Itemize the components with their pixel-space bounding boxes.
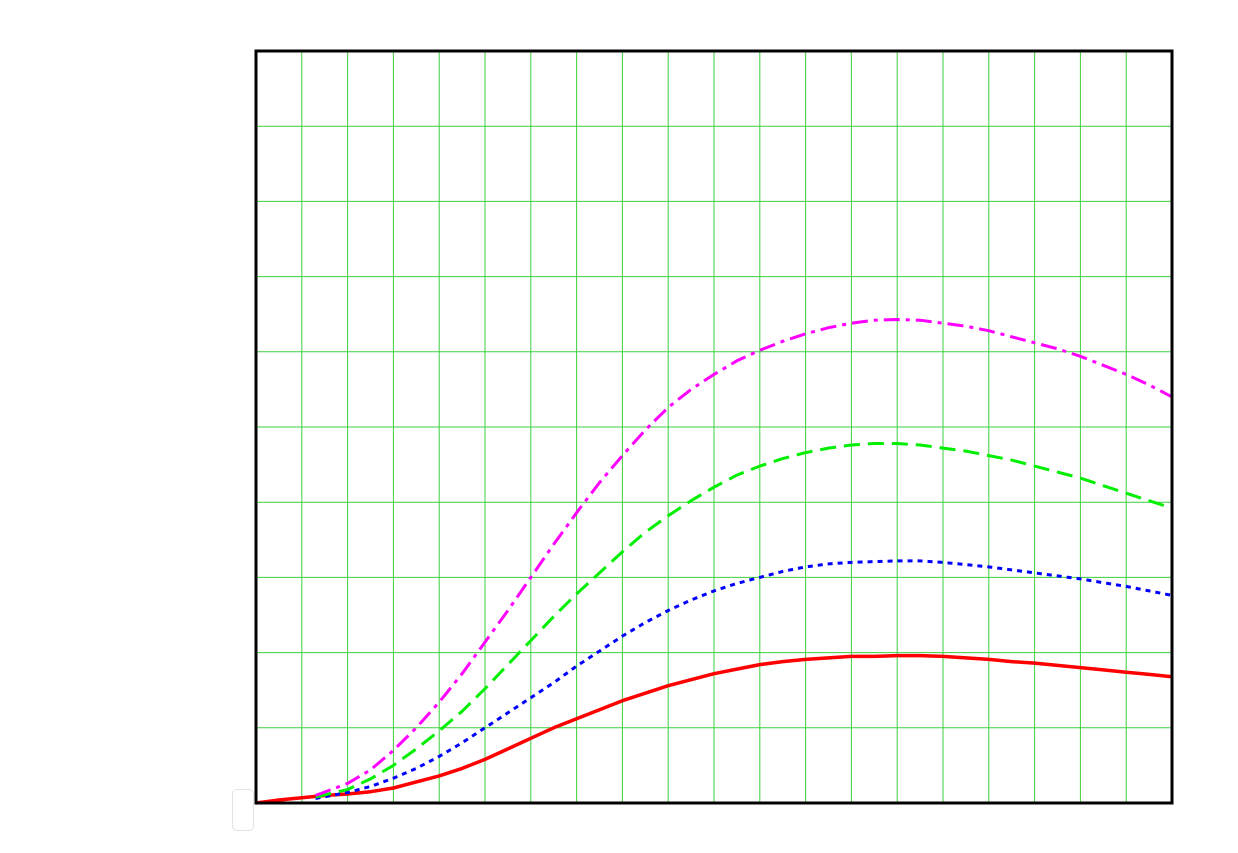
series-line-4	[314, 318, 1173, 797]
grid-lines	[256, 51, 1172, 803]
series-line-3	[315, 442, 1173, 799]
series-line-1	[255, 653, 1173, 805]
series-line-2	[315, 559, 1173, 800]
resize-handle[interactable]	[232, 789, 254, 831]
plot-frame	[254, 49, 1174, 805]
series-lines	[255, 318, 1173, 805]
